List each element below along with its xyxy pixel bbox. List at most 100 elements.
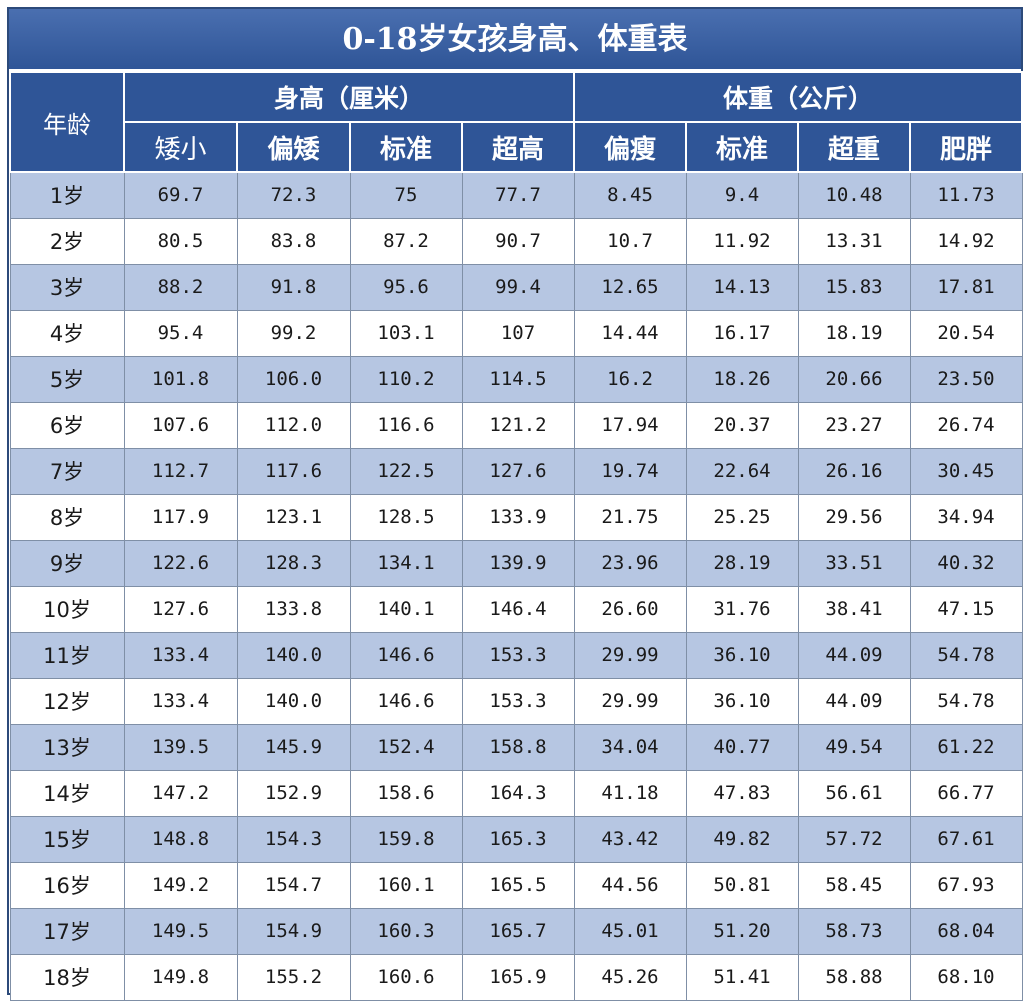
table-row: 17岁 149.5 154.9 160.3 165.7 45.01 51.20 58.73 68… [9, 907, 1023, 955]
height-value-cell: 123.1 [236, 493, 351, 541]
weight-value-cell: 19.74 [573, 447, 687, 495]
table-row: 12岁 133.4 140.0 146.6 153.3 29.99 36.10 44.09 54… [9, 677, 1023, 725]
table-row: 9岁 122.6 128.3 134.1 139.9 23.96 28.19 33.51 40.… [9, 539, 1023, 587]
age-cell: 9岁 [9, 539, 125, 587]
weight-value-cell: 17.81 [909, 263, 1023, 311]
height-value-cell: 87.2 [349, 217, 463, 265]
growth-chart-table: 0-18岁女孩身高、体重表 年龄 身高（厘米） 体重（公斤） 矮小 偏矮 标准 … [7, 7, 1024, 1001]
height-value-cell: 107.6 [123, 401, 238, 449]
height-col-short: 矮小 [123, 121, 238, 173]
weight-value-cell: 68.10 [909, 953, 1023, 1001]
height-value-cell: 116.6 [349, 401, 463, 449]
height-value-cell: 147.2 [123, 769, 238, 817]
height-value-cell: 154.9 [236, 907, 351, 955]
weight-value-cell: 20.54 [909, 309, 1023, 357]
age-cell: 10岁 [9, 585, 125, 633]
table-row: 7岁 112.7 117.6 122.5 127.6 19.74 22.64 26.16 30.… [9, 447, 1023, 495]
height-value-cell: 159.8 [349, 815, 463, 863]
height-value-cell: 127.6 [461, 447, 575, 495]
height-value-cell: 139.9 [461, 539, 575, 587]
height-value-cell: 107 [461, 309, 575, 357]
height-value-cell: 133.9 [461, 493, 575, 541]
height-value-cell: 165.9 [461, 953, 575, 1001]
weight-col-standard: 标准 [685, 121, 800, 173]
height-value-cell: 117.9 [123, 493, 238, 541]
weight-value-cell: 40.32 [909, 539, 1023, 587]
weight-value-cell: 10.48 [797, 171, 911, 219]
table-row: 10岁 127.6 133.8 140.1 146.4 26.60 31.76 38.41 47… [9, 585, 1023, 633]
weight-value-cell: 40.77 [685, 723, 799, 771]
weight-value-cell: 10.7 [573, 217, 687, 265]
weight-value-cell: 58.45 [797, 861, 911, 909]
height-value-cell: 153.3 [461, 677, 575, 725]
height-value-cell: 140.0 [236, 631, 351, 679]
weight-value-cell: 20.37 [685, 401, 799, 449]
height-value-cell: 145.9 [236, 723, 351, 771]
weight-value-cell: 44.09 [797, 677, 911, 725]
weight-value-cell: 54.78 [909, 631, 1023, 679]
weight-value-cell: 23.27 [797, 401, 911, 449]
height-value-cell: 91.8 [236, 263, 351, 311]
height-value-cell: 149.2 [123, 861, 238, 909]
height-value-cell: 133.8 [236, 585, 351, 633]
table-row: 13岁 139.5 145.9 152.4 158.8 34.04 40.77 49.54 61… [9, 723, 1023, 771]
weight-value-cell: 14.13 [685, 263, 799, 311]
height-value-cell: 80.5 [123, 217, 238, 265]
height-value-cell: 152.9 [236, 769, 351, 817]
height-value-cell: 160.1 [349, 861, 463, 909]
weight-value-cell: 15.83 [797, 263, 911, 311]
weight-value-cell: 21.75 [573, 493, 687, 541]
height-value-cell: 153.3 [461, 631, 575, 679]
height-value-cell: 158.6 [349, 769, 463, 817]
weight-value-cell: 47.83 [685, 769, 799, 817]
weight-value-cell: 14.92 [909, 217, 1023, 265]
height-value-cell: 133.4 [123, 631, 238, 679]
table-row: 4岁 95.4 99.2 103.1 107 14.44 16.17 18.19 20.54 [9, 309, 1023, 357]
weight-value-cell: 61.22 [909, 723, 1023, 771]
age-cell: 14岁 [9, 769, 125, 817]
table-row: 2岁 80.5 83.8 87.2 90.7 10.7 11.92 13.31 14.92 [9, 217, 1023, 265]
height-value-cell: 128.5 [349, 493, 463, 541]
height-value-cell: 165.5 [461, 861, 575, 909]
height-value-cell: 101.8 [123, 355, 238, 403]
weight-value-cell: 44.09 [797, 631, 911, 679]
height-value-cell: 148.8 [123, 815, 238, 863]
height-value-cell: 154.7 [236, 861, 351, 909]
age-cell: 12岁 [9, 677, 125, 725]
height-value-cell: 75 [349, 171, 463, 219]
weight-value-cell: 34.94 [909, 493, 1023, 541]
weight-value-cell: 11.73 [909, 171, 1023, 219]
height-value-cell: 110.2 [349, 355, 463, 403]
weight-value-cell: 43.42 [573, 815, 687, 863]
height-value-cell: 140.0 [236, 677, 351, 725]
weight-value-cell: 18.19 [797, 309, 911, 357]
height-value-cell: 146.6 [349, 677, 463, 725]
height-value-cell: 152.4 [349, 723, 463, 771]
age-cell: 1岁 [9, 171, 125, 219]
weight-value-cell: 23.96 [573, 539, 687, 587]
weight-value-cell: 12.65 [573, 263, 687, 311]
height-value-cell: 165.3 [461, 815, 575, 863]
height-col-tall: 超高 [460, 121, 576, 173]
weight-value-cell: 31.76 [685, 585, 799, 633]
height-col-standard: 标准 [349, 121, 463, 173]
weight-value-cell: 45.26 [573, 953, 687, 1001]
weight-value-cell: 28.19 [685, 539, 799, 587]
weight-value-cell: 23.50 [909, 355, 1023, 403]
group-header-row: 年龄 身高（厘米） 体重（公斤） [9, 71, 1024, 173]
weight-value-cell: 29.99 [573, 631, 687, 679]
weight-value-cell: 45.01 [573, 907, 687, 955]
age-column-header: 年龄 [9, 71, 125, 173]
table-row: 16岁 149.2 154.7 160.1 165.5 44.56 50.81 58.45 67… [9, 861, 1023, 909]
table-row: 3岁 88.2 91.8 95.6 99.4 12.65 14.13 15.83 17.81 [9, 263, 1023, 311]
height-group-header: 身高（厘米） [122, 71, 576, 123]
height-value-cell: 134.1 [349, 539, 463, 587]
weight-value-cell: 44.56 [573, 861, 687, 909]
weight-value-cell: 51.41 [685, 953, 799, 1001]
weight-value-cell: 14.44 [573, 309, 687, 357]
weight-value-cell: 67.93 [909, 861, 1023, 909]
height-value-cell: 146.4 [461, 585, 575, 633]
table-row: 15岁 148.8 154.3 159.8 165.3 43.42 49.82 57.72 67… [9, 815, 1023, 863]
height-value-cell: 122.5 [349, 447, 463, 495]
weight-col-overweight: 超重 [797, 121, 912, 173]
